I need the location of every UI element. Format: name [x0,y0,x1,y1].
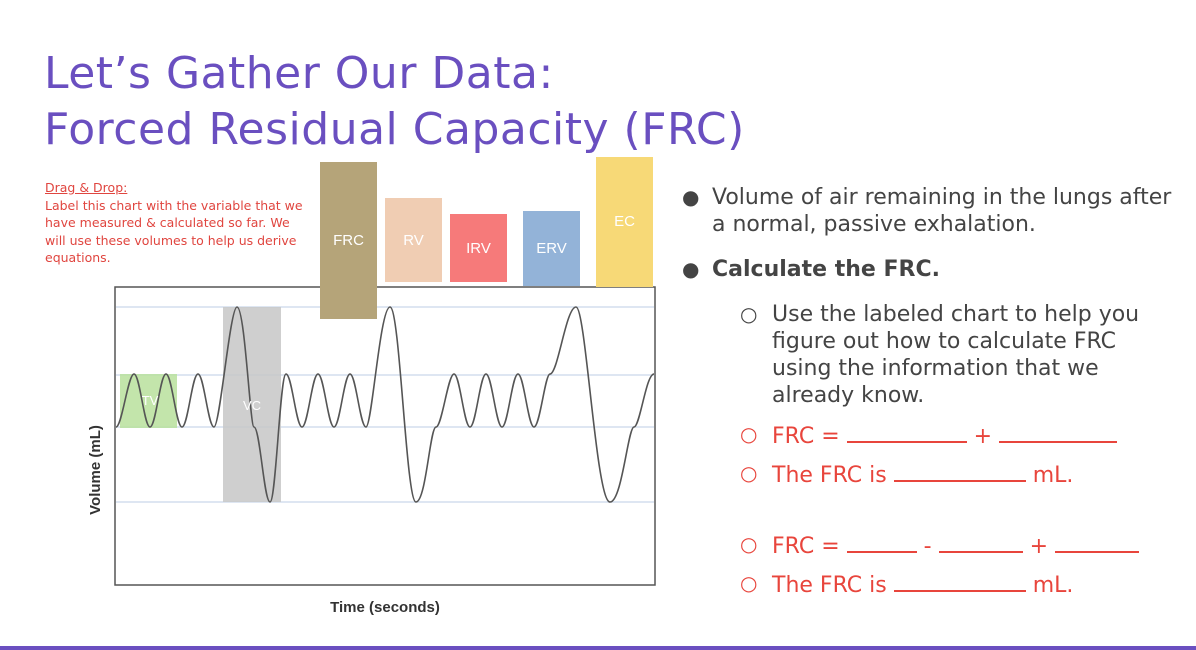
sub-bullet-equation-1: ○ FRC = + [680,421,1180,450]
sub-bullet-hint: ○ Use the labeled chart to help you figu… [680,301,1180,409]
eq2-operator-1: - [923,534,932,559]
result1-blank[interactable] [893,460,1026,482]
result2-blank[interactable] [893,570,1026,592]
y-axis-label: Volume (mL) [87,425,104,515]
chip-ec[interactable]: EC [596,157,653,287]
chart-frame [114,286,656,586]
instructions: Drag & Drop: Label this chart with the v… [45,179,305,267]
ring-bullet-icon: ○ [740,302,758,326]
chip-irv[interactable]: IRV [450,214,507,282]
ring-bullet-icon: ○ [740,571,758,595]
result1-prefix: The FRC is [772,463,887,488]
chip-frc[interactable]: FRC [320,162,377,319]
volume-trace [115,306,655,503]
definition-text: Volume of air remaining in the lungs aft… [712,185,1172,237]
eq1-prefix: FRC = [772,424,840,449]
chip-label: ERV [536,240,567,257]
chip-label: RV [403,231,424,249]
chip-erv[interactable]: ERV [523,211,580,286]
eq2-blank-1[interactable] [846,531,917,553]
result2-suffix: mL. [1032,573,1074,598]
instructions-body: Label this chart with the variable that … [45,197,303,266]
chip-rv[interactable]: RV [385,198,442,282]
eq2-operator-2: + [1029,534,1049,559]
x-axis-label: Time (seconds) [330,599,440,615]
ring-bullet-icon: ○ [740,461,758,485]
eq1-operator: + [973,424,993,449]
sub-bullet-result-2: ○ The FRC is mL. [680,570,1180,599]
bullet-calculate: ● Calculate the FRC. [680,256,1180,283]
sub-bullet-equation-2: ○ FRC = - + [680,531,1180,560]
eq2-blank-2[interactable] [938,531,1023,553]
sub-bullet-result-1: ○ The FRC is mL. [680,460,1180,489]
eq1-blank-1[interactable] [846,421,967,443]
tv-label: TV [142,393,159,408]
title-line-2: Forced Residual Capacity (FRC) [44,104,745,155]
bullet-definition: ● Volume of air remaining in the lungs a… [680,184,1180,238]
chip-label: EC [614,213,635,230]
hint-text: Use the labeled chart to help you figure… [772,302,1140,408]
slide-title: Let’s Gather Our Data: Forced Residual C… [44,46,745,158]
bullet-dot-icon: ● [682,185,700,209]
result2-prefix: The FRC is [772,573,887,598]
chip-label: FRC [333,232,364,249]
vc-band [223,307,281,502]
vc-label: VC [243,398,261,413]
title-line-1: Let’s Gather Our Data: [44,48,554,99]
result1-suffix: mL. [1032,463,1074,488]
bullet-list: ● Volume of air remaining in the lungs a… [680,184,1180,599]
chip-label: IRV [466,239,491,257]
instructions-heading: Drag & Drop: [45,180,128,195]
bullet-dot-icon: ● [682,257,700,281]
ring-bullet-icon: ○ [740,532,758,556]
spirometry-chart: TV VC Time (seconds) Volume (mL) [87,286,656,615]
calculate-text: Calculate the FRC. [712,257,940,282]
bottom-accent-bar [0,646,1196,650]
eq2-blank-3[interactable] [1055,531,1140,553]
eq1-blank-2[interactable] [999,421,1118,443]
eq2-prefix: FRC = [772,534,840,559]
ring-bullet-icon: ○ [740,422,758,446]
